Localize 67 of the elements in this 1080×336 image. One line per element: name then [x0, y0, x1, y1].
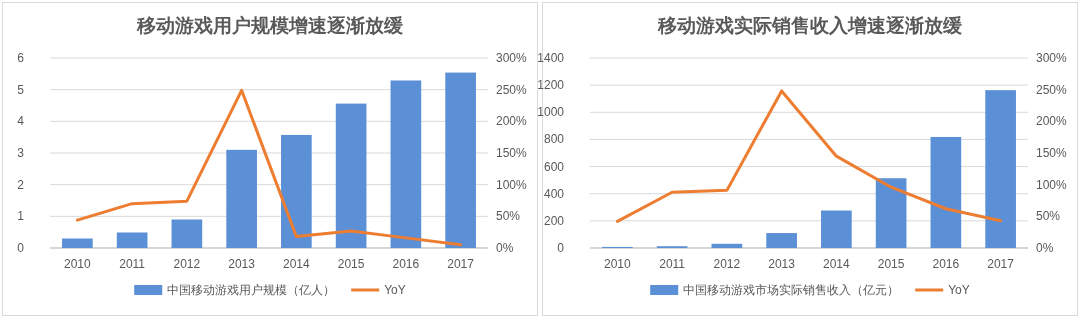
legend-label: YoY: [384, 283, 406, 297]
y-tick-label: 0: [557, 241, 565, 255]
y2-tick-label: 0%: [1036, 241, 1054, 255]
chart-title: 移动游戏用户规模增速逐渐放缓: [136, 15, 403, 36]
y-tick-label: 800: [543, 132, 565, 147]
y-tick-label: 5: [17, 82, 25, 97]
bar: [62, 238, 93, 248]
legend-label: 中国移动游戏用户规模（亿人）: [167, 283, 336, 297]
y2-tick-label: 250%: [496, 82, 528, 97]
y2-tick-label: 200%: [496, 114, 528, 129]
y2-tick-label: 100%: [496, 177, 528, 192]
bar: [226, 149, 257, 248]
y-tick-label: 6: [17, 51, 25, 65]
bar: [390, 80, 422, 248]
y-tick-label: 4: [17, 114, 25, 129]
y2-tick-label: 150%: [496, 146, 528, 160]
y2-tick-label: 250%: [1036, 82, 1068, 97]
y2-tick-label: 150%: [1036, 146, 1068, 160]
x-tick-label: 2010: [604, 257, 632, 271]
x-tick-label: 2015: [337, 257, 365, 271]
y-tick-label: 0: [17, 241, 25, 255]
y-tick-label: 400: [543, 186, 565, 201]
x-tick-label: 2012: [713, 257, 741, 271]
bar: [281, 134, 312, 248]
x-tick-label: 2013: [228, 257, 256, 271]
bar: [711, 243, 743, 248]
x-tick-label: 2012: [173, 257, 201, 271]
y2-tick-label: 300%: [496, 51, 528, 65]
x-tick-label: 2015: [877, 257, 905, 271]
bar: [335, 103, 367, 248]
y2-tick-label: 50%: [496, 209, 521, 224]
x-tick-label: 2014: [823, 257, 851, 271]
bar: [930, 136, 962, 248]
bar: [821, 210, 852, 248]
bar: [985, 90, 1016, 248]
bar: [875, 178, 907, 248]
y2-tick-label: 300%: [1036, 51, 1068, 65]
x-tick-label: 2010: [64, 257, 92, 271]
bar: [445, 72, 476, 248]
y-tick-label: 2: [17, 177, 25, 192]
x-tick-label: 2013: [768, 257, 796, 271]
y2-tick-label: 50%: [1036, 209, 1061, 224]
x-tick-label: 2014: [283, 257, 311, 271]
y-tick-label: 1000: [537, 105, 565, 120]
x-tick-label: 2011: [119, 257, 146, 271]
line-series: [615, 89, 1003, 223]
y-tick-label: 3: [17, 146, 25, 160]
legend-label: YoY: [948, 283, 970, 297]
y-tick-label: 1: [17, 209, 25, 224]
line-series: [75, 88, 463, 247]
x-tick-label: 2011: [659, 257, 686, 271]
bar: [171, 219, 203, 248]
y-tick-label: 600: [543, 159, 565, 174]
y-tick-label: 200: [543, 213, 565, 228]
x-tick-label: 2017: [987, 257, 1015, 271]
x-tick-label: 2017: [447, 257, 475, 271]
bar: [116, 232, 148, 248]
x-tick-label: 2016: [392, 257, 420, 271]
y2-tick-label: 100%: [1036, 177, 1068, 192]
y-tick-label: 1400: [537, 51, 565, 65]
bar: [766, 233, 797, 248]
chart-title: 移动游戏实际销售收入增速逐渐放缓: [657, 15, 962, 36]
x-tick-label: 2016: [932, 257, 960, 271]
legend-label: 中国移动游戏市场实际销售收入（亿元）: [683, 283, 900, 297]
y2-tick-label: 0%: [496, 241, 514, 255]
y2-tick-label: 200%: [1036, 114, 1068, 129]
y-tick-label: 1200: [537, 78, 565, 93]
